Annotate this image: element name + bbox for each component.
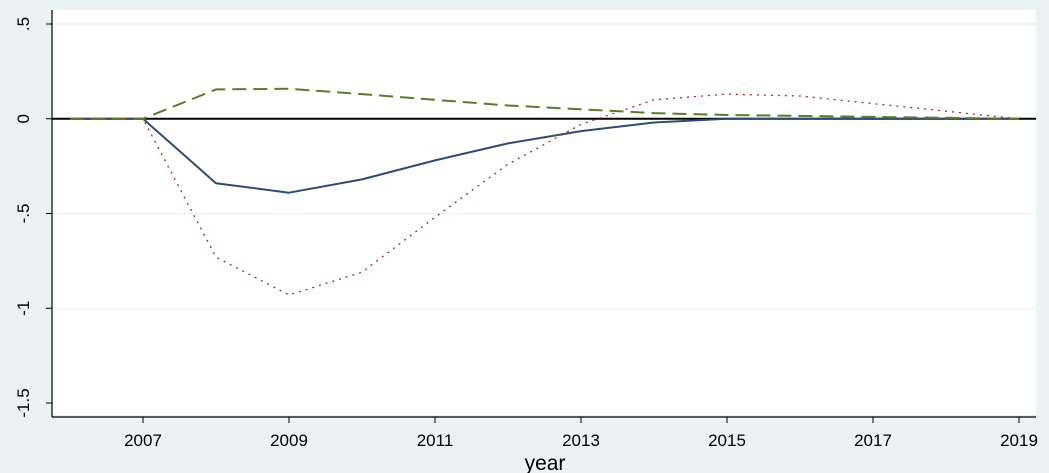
x-axis-title: year — [525, 452, 566, 473]
y-tick-label: .5 — [14, 17, 33, 31]
x-tick-label: 2019 — [1000, 431, 1038, 450]
x-tick-label: 2011 — [417, 431, 454, 450]
x-tick-label: 2015 — [708, 431, 746, 450]
x-tick-label: 2007 — [124, 431, 162, 450]
y-tick-label: -.5 — [14, 204, 33, 224]
x-tick-label: 2013 — [562, 431, 600, 450]
x-tick-label: 2017 — [854, 431, 892, 450]
series-line-solid — [70, 117, 1019, 194]
y-tick-label: -1.5 — [14, 388, 33, 417]
x-tick-label: 2009 — [270, 431, 308, 450]
y-tick-label: 0 — [14, 114, 33, 123]
plot-area — [52, 10, 1036, 415]
tick-layer: .5 0 -.5 -1 -1.5 2007 2009 2011 2013 2015 2017 2019 — [14, 17, 1038, 450]
y-tick-label: -1 — [14, 301, 33, 316]
series-layer — [70, 87, 1020, 296]
